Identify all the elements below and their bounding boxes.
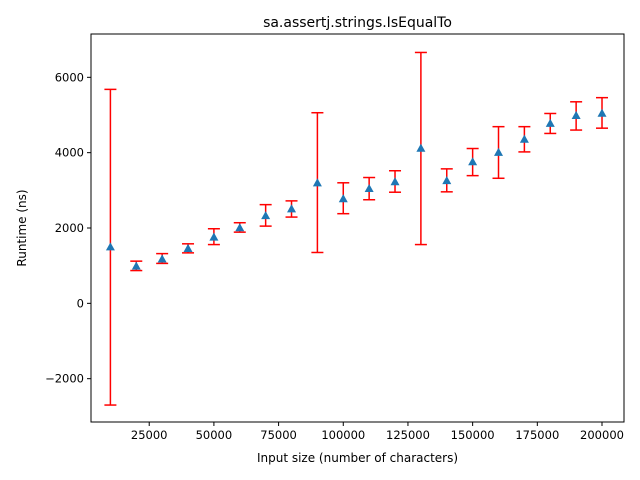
triangle-marker	[519, 134, 529, 143]
triangle-marker	[261, 211, 271, 220]
triangle-marker	[235, 223, 245, 232]
triangle-marker	[494, 147, 504, 156]
data-point	[285, 200, 298, 218]
y-axis: −2000 0 2000 4000 6000	[45, 70, 91, 386]
x-tick-label: 75000	[260, 428, 297, 442]
triangle-marker	[209, 232, 219, 241]
data-point	[259, 203, 272, 227]
triangle-marker	[312, 178, 322, 187]
y-tick-label: 6000	[55, 70, 84, 84]
data-point	[596, 96, 609, 129]
x-tick-label: 50000	[196, 428, 233, 442]
x-tick-label: 150000	[451, 428, 495, 442]
triangle-marker	[338, 194, 348, 203]
triangle-marker	[597, 108, 607, 117]
x-axis-label: Input size (number of characters)	[257, 451, 458, 465]
data-point	[466, 147, 479, 177]
data-point	[311, 111, 324, 254]
triangle-marker	[571, 110, 581, 119]
triangle-marker	[390, 177, 400, 186]
data-point	[363, 176, 376, 201]
triangle-marker	[468, 157, 478, 166]
y-tick-label: 2000	[55, 221, 84, 235]
triangle-marker	[442, 176, 452, 185]
triangle-marker	[105, 242, 115, 251]
x-tick-label: 200000	[580, 428, 624, 442]
data-point	[233, 221, 246, 233]
x-tick-label: 125000	[386, 428, 430, 442]
triangle-marker	[364, 183, 374, 193]
triangle-marker	[416, 143, 426, 152]
y-tick-label: 4000	[55, 146, 84, 160]
x-axis: 25000 50000 75000 100000 125000 150000 175000 2…	[131, 422, 624, 442]
x-tick-label: 25000	[131, 428, 168, 442]
data-point	[337, 182, 350, 215]
triangle-marker	[131, 261, 141, 270]
data-point	[130, 260, 143, 272]
triangle-marker	[287, 204, 297, 213]
triangle-marker	[545, 118, 555, 127]
chart-title: sa.assertj.strings.IsEqualTo	[263, 15, 452, 31]
triangle-marker	[157, 254, 167, 263]
data-point	[207, 228, 220, 246]
data-point	[440, 168, 453, 193]
data-point	[492, 125, 505, 180]
y-axis-label: Runtime (ns)	[15, 189, 29, 266]
data-point	[570, 101, 583, 131]
data-point	[104, 88, 117, 406]
data-point	[156, 252, 169, 265]
plot-area	[104, 51, 609, 406]
data-point	[182, 243, 195, 254]
data-point	[414, 51, 427, 246]
y-tick-label: 0	[77, 296, 84, 310]
triangle-marker	[183, 243, 193, 252]
y-tick-label: −2000	[45, 372, 84, 386]
data-point	[518, 125, 531, 153]
data-point	[389, 169, 402, 193]
data-point	[544, 112, 557, 135]
x-tick-label: 100000	[321, 428, 365, 442]
x-tick-label: 175000	[515, 428, 559, 442]
